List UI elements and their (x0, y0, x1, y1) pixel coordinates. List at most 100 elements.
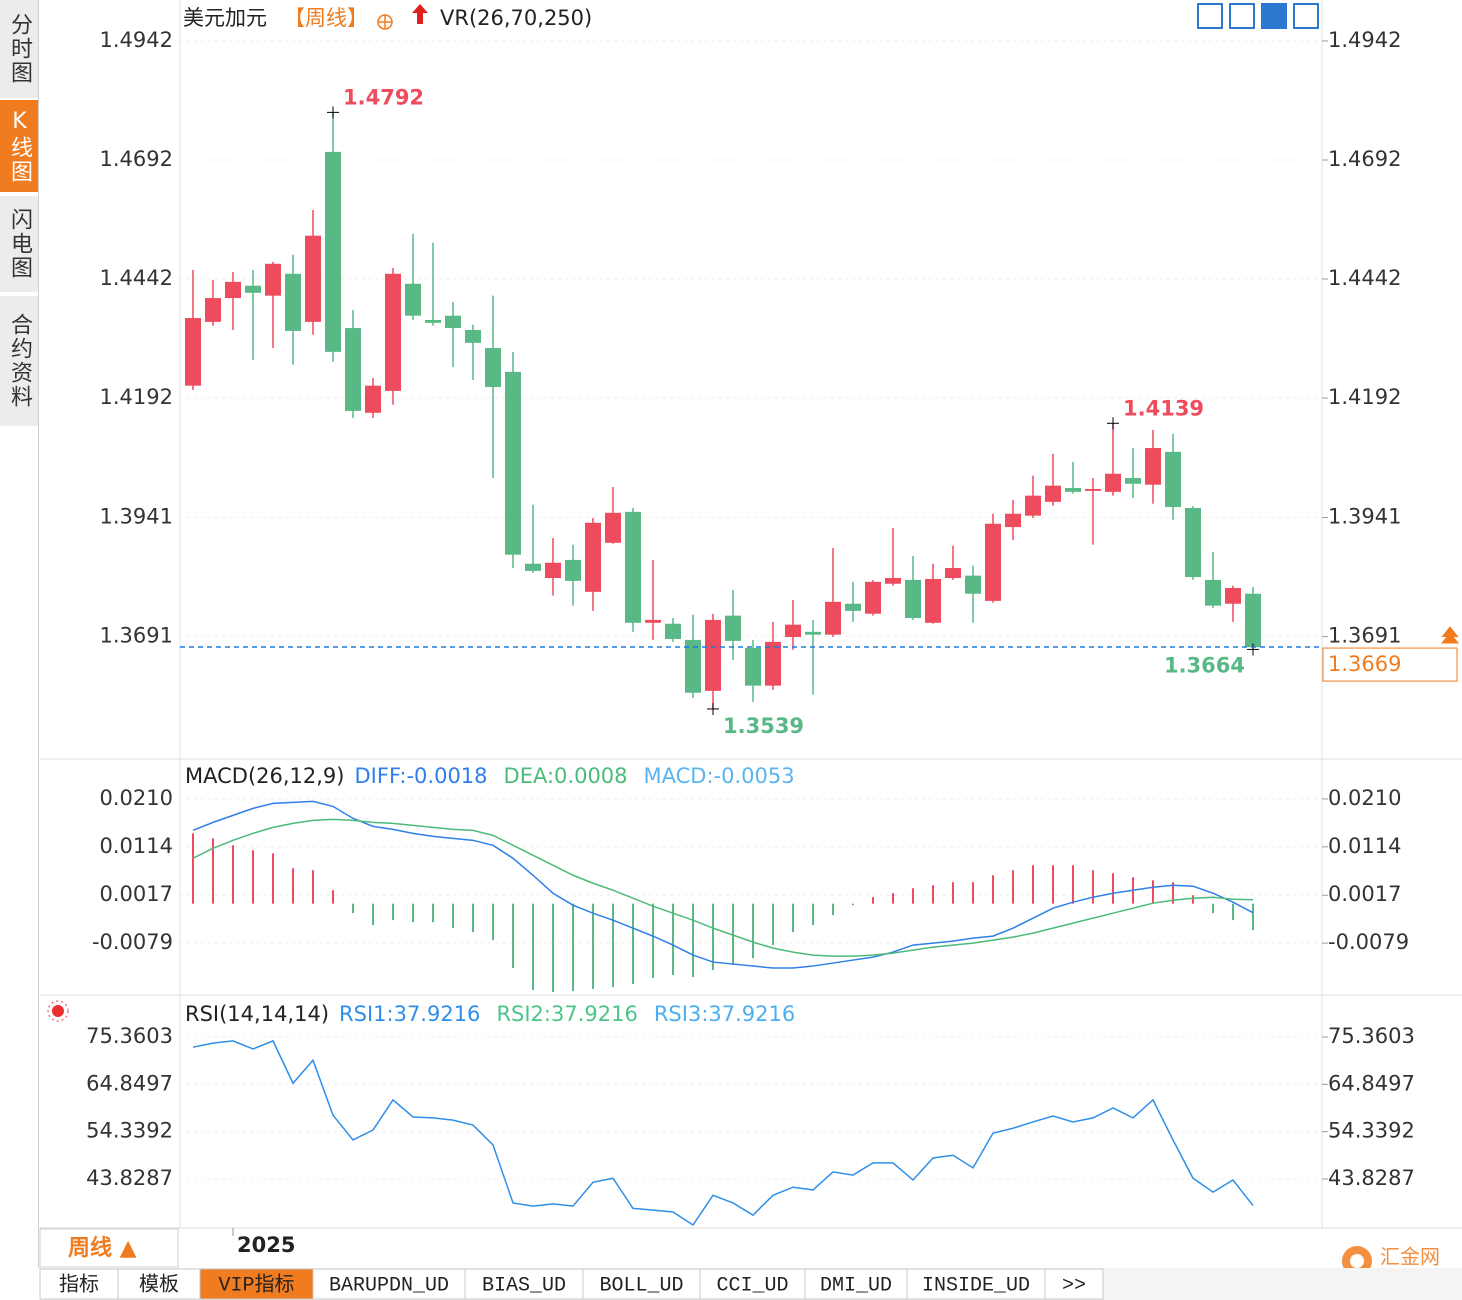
period-button[interactable] (39, 1228, 179, 1268)
last-price-label: 1.3669 (1328, 652, 1401, 676)
tab[interactable] (906, 1268, 1046, 1300)
tab[interactable] (312, 1268, 466, 1300)
y-tick-label: 43.8287 (86, 1166, 173, 1190)
indicator-label: VR(26,70,250) (440, 6, 592, 30)
candle-body (805, 631, 821, 635)
side-tab[interactable]: 合约资料 (0, 296, 38, 426)
watermark: 汇金网 (1380, 1245, 1440, 1269)
candle-body (765, 641, 781, 686)
tool-icon[interactable] (1229, 3, 1255, 29)
y-tick-label: 75.3603 (86, 1024, 173, 1048)
side-tab[interactable]: K线图 (0, 100, 38, 192)
y-tick-label: 1.4942 (100, 28, 173, 52)
indicator-line (192, 1039, 1254, 1227)
candle-body (1005, 513, 1021, 528)
tab[interactable] (1044, 1268, 1104, 1300)
indicator-line (192, 818, 1254, 957)
candle-body (505, 371, 521, 555)
tab-label[interactable]: CCI_UD (716, 1274, 788, 1297)
tab[interactable] (464, 1268, 584, 1300)
candle-body (965, 575, 981, 594)
candle-body (1065, 488, 1081, 492)
tab-label[interactable]: BIAS_UD (482, 1274, 566, 1297)
tab[interactable] (39, 1268, 119, 1300)
candle-body (1105, 473, 1121, 492)
extreme-label: 1.3664 (1164, 653, 1245, 677)
candle-body (525, 563, 541, 571)
candle-body (785, 624, 801, 638)
candle-body (365, 385, 381, 413)
candle-body (1225, 588, 1241, 604)
y-tick-label: 1.4692 (100, 147, 173, 171)
logo-icon (1350, 1254, 1364, 1268)
period-button-label[interactable]: 周线 ▲ (68, 1235, 137, 1261)
tab-label[interactable]: 指标 (59, 1272, 99, 1297)
y2-tick-label: 1.4692 (1328, 147, 1401, 171)
x-tick-label: 2025 (237, 1233, 295, 1257)
candle-body (685, 639, 701, 693)
tab[interactable] (199, 1268, 314, 1300)
candle-body (865, 581, 881, 614)
legend-entry: RSI3:37.9216 (654, 1002, 795, 1026)
arrow-icon[interactable] (412, 4, 428, 24)
candle-body (285, 273, 301, 331)
extreme-label: 1.4139 (1123, 396, 1204, 420)
side-tab[interactable]: 闪电图 (0, 196, 38, 292)
candle-body (1165, 451, 1181, 508)
candle-body (565, 559, 581, 581)
candle-body (665, 623, 681, 639)
tool-icon[interactable] (1197, 3, 1223, 29)
tool-icon[interactable] (1261, 3, 1287, 29)
y2-tick-label: -0.0079 (1328, 930, 1409, 954)
y2-tick-label: 54.3392 (1328, 1119, 1415, 1143)
tab[interactable] (582, 1268, 701, 1300)
chart-title: 美元加元 (183, 6, 267, 30)
y-tick-label: 64.8497 (86, 1071, 173, 1095)
indicator-title: RSI(14,14,14) (185, 1002, 329, 1026)
candle-body (245, 285, 261, 293)
candle-body (1085, 488, 1101, 491)
y2-tick-label: 0.0017 (1328, 882, 1401, 906)
tab-label[interactable]: INSIDE_UD (922, 1274, 1030, 1297)
y-tick-label: 0.0114 (100, 834, 173, 858)
tab[interactable] (804, 1268, 908, 1300)
y2-tick-label: 1.4192 (1328, 385, 1401, 409)
candle-body (645, 619, 661, 623)
tab-label[interactable]: VIP指标 (218, 1272, 294, 1297)
candle-body (265, 263, 281, 296)
side-tab[interactable]: 分时图 (0, 0, 38, 98)
candle-body (425, 319, 441, 323)
candle-body (1185, 508, 1201, 578)
candle-body (445, 315, 461, 329)
settings-icon[interactable] (52, 1005, 64, 1017)
tab-label[interactable]: >> (1062, 1274, 1086, 1297)
candle-body (605, 512, 621, 543)
extreme-label: 1.3539 (723, 714, 804, 738)
indicator-title: MACD(26,12,9) (185, 764, 345, 788)
tab[interactable] (699, 1268, 806, 1300)
tool-icon[interactable] (1293, 3, 1319, 29)
sidebar: 分时图 K线图闪电图合约资料 (0, 0, 39, 1268)
y-tick-label: -0.0079 (92, 930, 173, 954)
indicator-line (192, 800, 1254, 969)
candle-body (945, 568, 961, 579)
candle-body (185, 318, 201, 386)
candle-body (1045, 485, 1061, 502)
tab-label[interactable]: BOLL_UD (599, 1274, 683, 1297)
y2-tick-label: 43.8287 (1328, 1166, 1415, 1190)
tab-label[interactable]: BARUPDN_UD (329, 1274, 449, 1297)
tab[interactable] (117, 1268, 201, 1300)
toolbar-icons (1197, 3, 1319, 29)
period-label[interactable]: 【周线】 (284, 6, 368, 30)
extreme-label: 1.4792 (343, 85, 424, 109)
tab-label[interactable]: DMI_UD (820, 1274, 892, 1297)
candle-body (305, 235, 321, 322)
y2-tick-label: 64.8497 (1328, 1071, 1415, 1095)
y2-tick-label: 0.0114 (1328, 834, 1401, 858)
tab-label[interactable]: 模板 (139, 1272, 179, 1297)
y-tick-label: 1.4192 (100, 385, 173, 409)
candle-body (625, 511, 641, 623)
candle-body (325, 151, 341, 352)
